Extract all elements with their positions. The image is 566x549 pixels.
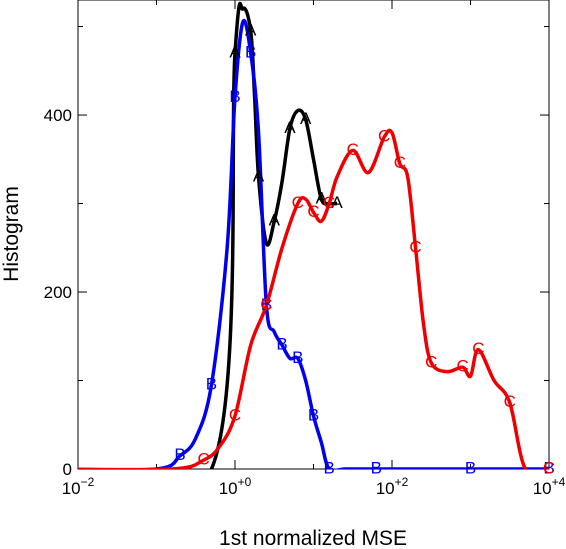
series-marker-B: B <box>371 458 382 477</box>
series-marker-C: C <box>229 405 241 424</box>
series-marker-A: A <box>229 43 241 62</box>
series-marker-B: B <box>229 87 240 106</box>
series-marker-A: A <box>269 211 281 230</box>
series-marker-A: A <box>300 109 312 128</box>
x-tick-label: 10+2 <box>376 475 409 498</box>
series-marker-A: A <box>316 189 328 208</box>
series-line-A <box>209 1 338 469</box>
series-marker-C: C <box>197 450 209 469</box>
series-marker-A: A <box>284 118 296 137</box>
y-axis-title: Histogram <box>0 186 23 282</box>
axis-tick-labels: 10−2 10+0 10+2 10+4 0 200 400 <box>44 106 566 498</box>
series-marker-B: B <box>245 43 256 62</box>
series-marker-B: B <box>543 458 554 477</box>
series-marker-B: B <box>308 405 319 424</box>
series-line-C <box>78 128 549 469</box>
x-tick-label: 10+0 <box>219 475 252 498</box>
series-marker-C: C <box>472 339 484 358</box>
series-marker-A: A <box>331 193 343 212</box>
y-tick-label: 400 <box>44 106 72 125</box>
x-tick-label: 10+4 <box>533 475 566 498</box>
series-marker-C: C <box>378 127 390 146</box>
series-marker-B: B <box>261 295 272 314</box>
plot-frame <box>77 0 550 470</box>
series-marker-C: C <box>543 458 555 477</box>
series-marker-B: B <box>465 458 476 477</box>
series-marker-C: C <box>394 153 406 172</box>
data-series <box>78 1 549 469</box>
x-tick-label: 10−2 <box>62 475 95 498</box>
series-line-B <box>78 18 549 469</box>
series-marker-B: B <box>174 445 185 464</box>
series-marker-C: C <box>260 295 272 314</box>
series-marker-B: B <box>324 458 335 477</box>
series-marker-C: C <box>457 357 469 376</box>
y-tick-label: 0 <box>63 460 72 479</box>
series-marker-B: B <box>206 374 217 393</box>
series-marker-C: C <box>292 193 304 212</box>
series-marker-A: A <box>245 20 257 39</box>
series-marker-B: B <box>276 335 287 354</box>
series-marker-B: B <box>292 348 303 367</box>
series-marker-C: C <box>323 193 335 212</box>
series-marker-C: C <box>307 202 319 221</box>
series-marker-C: C <box>504 392 516 411</box>
y-tick-label: 200 <box>44 283 72 302</box>
x-axis-title: 1st normalized MSE <box>219 527 407 549</box>
axis-ticks <box>77 0 550 470</box>
series-marker-C: C <box>409 237 421 256</box>
series-marker-A: A <box>253 166 265 185</box>
series-marker-C: C <box>347 140 359 159</box>
series-marker-C: C <box>425 352 437 371</box>
